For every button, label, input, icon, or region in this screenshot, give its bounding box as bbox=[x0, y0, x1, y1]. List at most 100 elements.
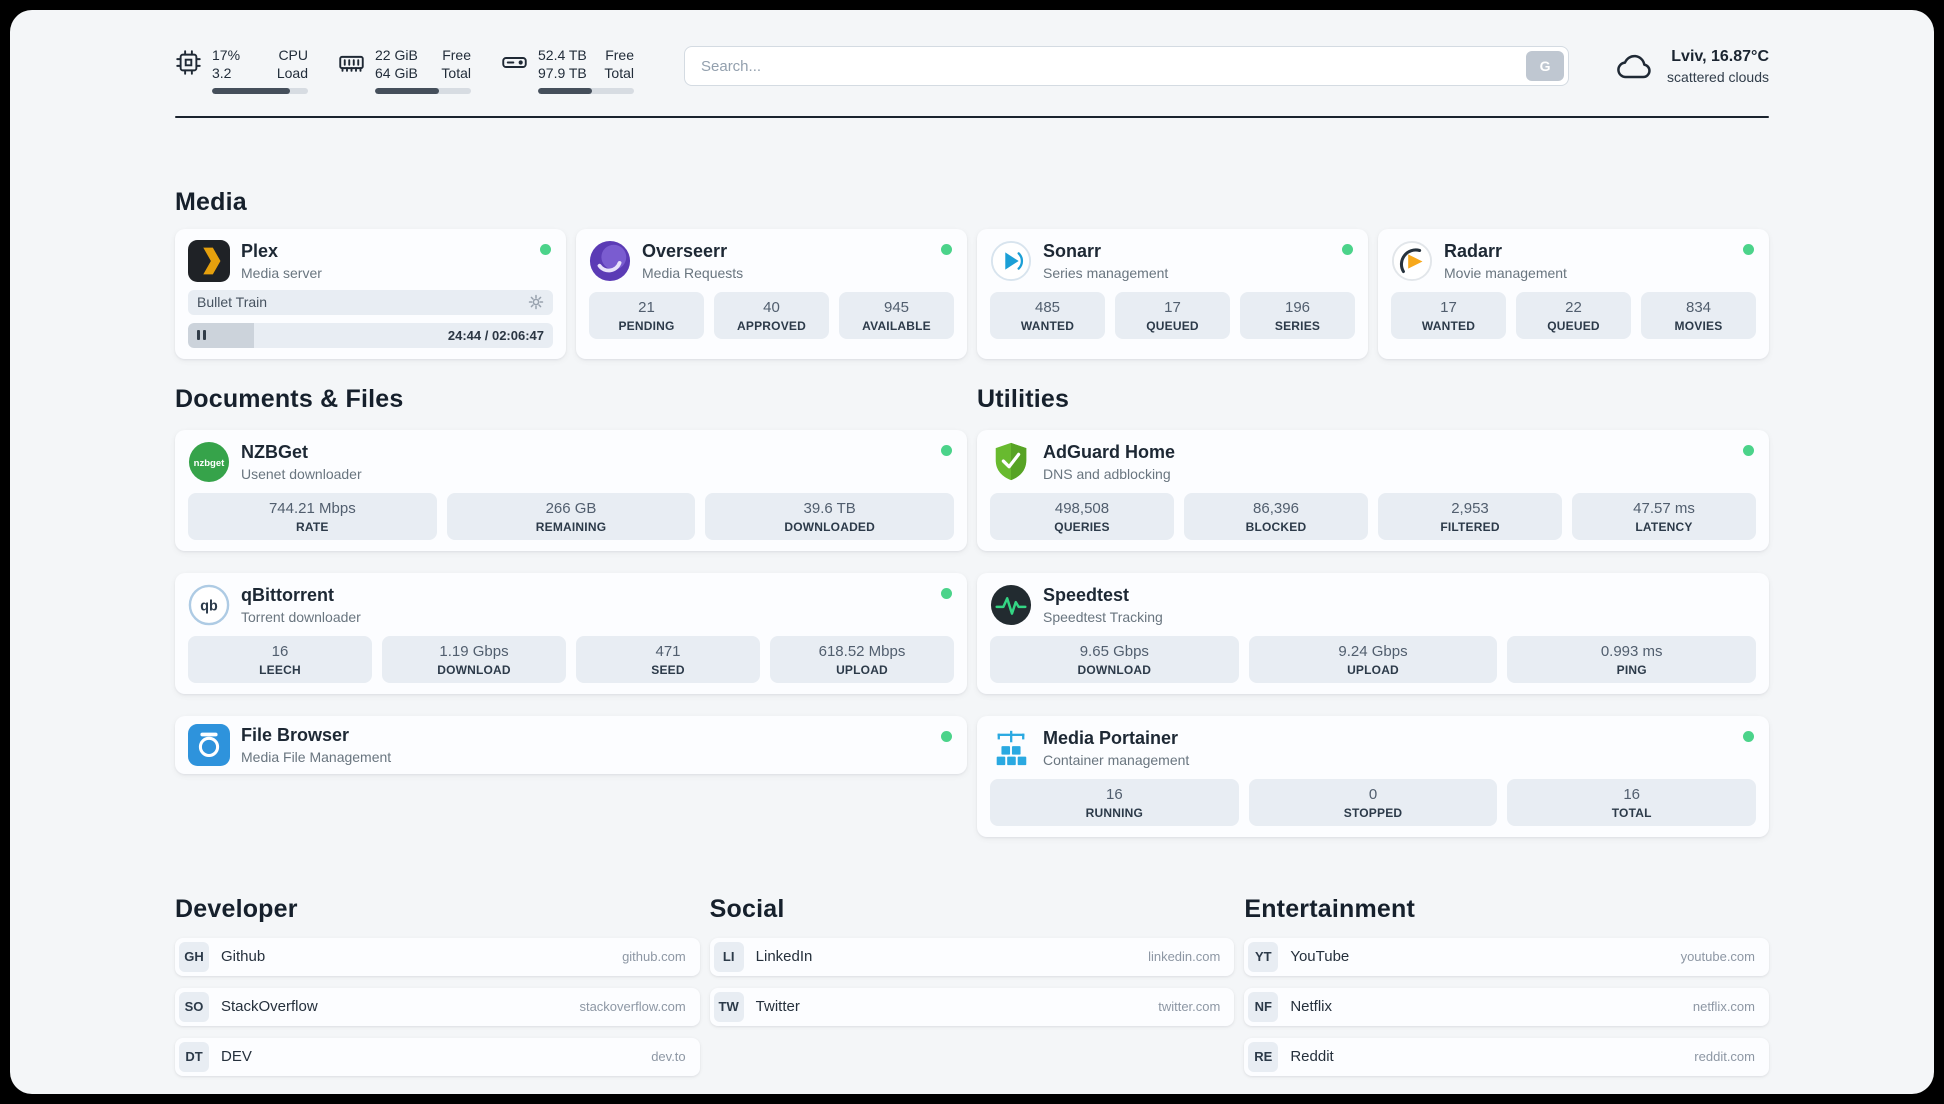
disk-label-1: Free bbox=[605, 47, 634, 63]
stat-box: 485 WANTED bbox=[990, 291, 1105, 339]
stat-value: 47.57 ms bbox=[1633, 499, 1695, 517]
app-card-sonarr[interactable]: Sonarr Series management 485 WANTED 17 Q… bbox=[977, 228, 1368, 359]
bookmark-url: github.com bbox=[622, 949, 686, 965]
stat-value: 498,508 bbox=[1054, 499, 1110, 517]
app-name: Plex bbox=[241, 241, 279, 262]
search-engine-button[interactable]: G bbox=[1526, 51, 1565, 81]
stat-label: AVAILABLE bbox=[862, 318, 931, 333]
app-subtitle: Speedtest Tracking bbox=[1043, 608, 1163, 625]
app-subtitle: Torrent downloader bbox=[241, 608, 361, 625]
bookmark-youtube[interactable]: YT YouTube youtube.com bbox=[1244, 937, 1769, 976]
app-name: File Browser bbox=[241, 725, 350, 746]
nzbget-icon: nzbget bbox=[188, 441, 230, 483]
gear-icon[interactable] bbox=[528, 294, 544, 310]
now-playing-bar: Bullet Train bbox=[188, 289, 553, 315]
section-media: Media Plex Media server Bullet Train bbox=[175, 188, 1769, 359]
app-card-filebrowser[interactable]: File Browser Media File Management bbox=[175, 715, 967, 774]
stat-label: REMAINING bbox=[535, 519, 607, 534]
stat-box: 1.19 Gbps DOWNLOAD bbox=[382, 635, 566, 683]
app-card-nzbget[interactable]: nzbget NZBGet Usenet downloader 744.21 M… bbox=[175, 429, 967, 551]
app-card-plex[interactable]: Plex Media server Bullet Train 24: bbox=[175, 228, 566, 359]
bookmark-url: twitter.com bbox=[1158, 999, 1221, 1015]
svg-text:qb: qb bbox=[200, 599, 218, 615]
section-title-social: Social bbox=[709, 894, 785, 923]
bookmark-dev[interactable]: DT DEV dev.to bbox=[175, 1037, 700, 1076]
speedtest-icon bbox=[990, 584, 1032, 626]
bookmark-url: dev.to bbox=[651, 1049, 686, 1065]
stat-label: QUEUED bbox=[1547, 318, 1600, 333]
app-card-qbittorrent[interactable]: qb qBittorrent Torrent downloader 16 LEE… bbox=[175, 572, 967, 694]
stat-value: 196 bbox=[1284, 298, 1311, 316]
cpu-progress-bar bbox=[212, 87, 308, 94]
app-card-portainer[interactable]: Media Portainer Container management 16 … bbox=[977, 715, 1769, 837]
stackoverflow-icon: SO bbox=[179, 991, 209, 1022]
stat-value: 266 GB bbox=[545, 499, 597, 517]
bookmark-url: netflix.com bbox=[1692, 999, 1755, 1015]
stat-label: SERIES bbox=[1274, 318, 1321, 333]
linkedin-icon: LI bbox=[713, 941, 744, 972]
bookmark-github[interactable]: GH Github github.com bbox=[175, 937, 700, 976]
dashboard-page: 17% 3.2 CPU Load bbox=[10, 10, 1934, 1094]
disk-free: 52.4 TB bbox=[538, 47, 587, 63]
stat-label: BLOCKED bbox=[1245, 519, 1307, 534]
sonarr-icon bbox=[990, 240, 1032, 282]
stat-label: UPLOAD bbox=[836, 662, 888, 677]
stat-box: 2,953 FILTERED bbox=[1378, 492, 1562, 540]
stat-label: APPROVED bbox=[737, 318, 806, 333]
app-subtitle: Media server bbox=[241, 264, 322, 281]
app-card-adguard[interactable]: AdGuard Home DNS and adblocking 498,508 … bbox=[977, 429, 1769, 551]
svg-text:nzbget: nzbget bbox=[194, 458, 226, 469]
stat-box: 47.57 ms LATENCY bbox=[1572, 492, 1756, 540]
status-dot bbox=[1743, 243, 1754, 255]
app-card-overseerr[interactable]: Overseerr Media Requests 21 PENDING 40 A… bbox=[576, 228, 967, 359]
radarr-icon bbox=[1391, 240, 1433, 282]
status-dot bbox=[1743, 730, 1754, 742]
stat-label: WANTED bbox=[1421, 318, 1476, 333]
status-dot bbox=[1342, 243, 1353, 255]
stat-value: 945 bbox=[883, 298, 910, 316]
app-card-speedtest[interactable]: Speedtest Speedtest Tracking 9.65 Gbps D… bbox=[977, 572, 1769, 694]
bookmark-url: reddit.com bbox=[1694, 1049, 1755, 1065]
stat-label: TOTAL bbox=[1611, 805, 1652, 820]
stat-value: 40 bbox=[763, 298, 780, 316]
weather-widget[interactable]: Lviv, 16.87°C scattered clouds bbox=[1615, 48, 1769, 85]
stat-label: SEED bbox=[651, 662, 685, 677]
qbittorrent-icon: qb bbox=[188, 584, 230, 626]
bookmark-netflix[interactable]: NF Netflix netflix.com bbox=[1244, 987, 1769, 1026]
status-dot bbox=[540, 243, 551, 255]
stat-box: 21 PENDING bbox=[589, 291, 704, 339]
search-input[interactable] bbox=[684, 46, 1570, 86]
app-subtitle: Series management bbox=[1043, 264, 1169, 281]
pause-icon[interactable] bbox=[197, 330, 206, 341]
cpu-widget: 17% 3.2 CPU Load bbox=[175, 46, 308, 94]
header-divider bbox=[175, 115, 1769, 118]
ram-free: 22 GiB bbox=[375, 47, 418, 63]
player-bar[interactable]: 24:44 / 02:06:47 bbox=[188, 322, 553, 348]
bookmark-linkedin[interactable]: LI LinkedIn linkedin.com bbox=[709, 937, 1235, 976]
stat-box: 945 AVAILABLE bbox=[839, 291, 954, 339]
stat-label: MOVIES bbox=[1674, 318, 1723, 333]
stat-box: 39.6 TB DOWNLOADED bbox=[705, 492, 955, 540]
bookmark-twitter[interactable]: TW Twitter twitter.com bbox=[709, 987, 1235, 1026]
bookmark-url: youtube.com bbox=[1680, 949, 1755, 965]
dev-icon: DT bbox=[179, 1041, 209, 1072]
section-title-media: Media bbox=[175, 187, 247, 216]
stat-label: RUNNING bbox=[1085, 805, 1144, 820]
bookmark-reddit[interactable]: RE Reddit reddit.com bbox=[1244, 1037, 1769, 1076]
stat-box: 16 RUNNING bbox=[990, 778, 1239, 826]
stat-box: 196 SERIES bbox=[1240, 291, 1355, 339]
bookmark-stackoverflow[interactable]: SO StackOverflow stackoverflow.com bbox=[175, 987, 700, 1026]
now-playing-title: Bullet Train bbox=[197, 294, 268, 311]
ram-progress-bar bbox=[375, 87, 471, 94]
section-title-developer: Developer bbox=[175, 894, 298, 923]
app-name: Sonarr bbox=[1043, 241, 1102, 262]
cpu-load-value: 3.2 bbox=[212, 65, 232, 82]
disk-icon bbox=[501, 46, 528, 94]
app-name: Media Portainer bbox=[1043, 728, 1179, 749]
stat-value: 471 bbox=[655, 642, 681, 660]
app-subtitle: Movie management bbox=[1444, 264, 1567, 281]
stat-label: STOPPED bbox=[1343, 805, 1403, 820]
app-card-radarr[interactable]: Radarr Movie management 17 WANTED 22 QUE… bbox=[1378, 228, 1769, 359]
cpu-percent: 17% bbox=[212, 47, 241, 63]
